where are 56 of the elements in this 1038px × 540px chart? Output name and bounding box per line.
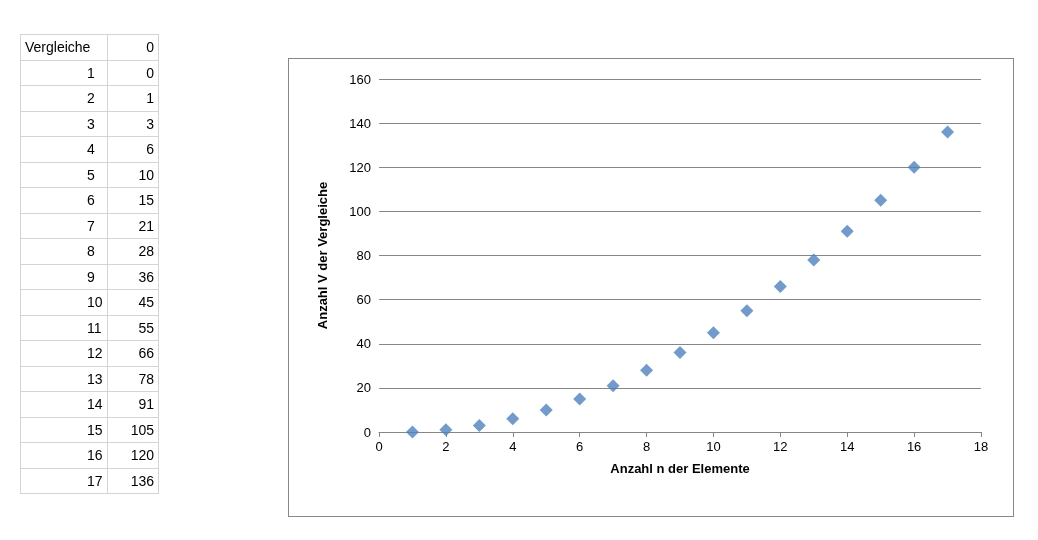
y-tick-label: 100: [349, 203, 371, 219]
y-tick-label: 20: [356, 380, 371, 396]
text: 1 0: [87, 64, 154, 81]
text: 10 45: [87, 294, 154, 311]
point: [606, 379, 620, 393]
text: 6 15: [87, 192, 154, 209]
text: 9 36: [87, 268, 154, 285]
point: [506, 412, 520, 426]
y-tick-label: 0: [363, 424, 371, 440]
text: 14 91: [87, 396, 154, 413]
point: [874, 193, 888, 207]
text: 8 28: [87, 243, 154, 260]
text: 7 21: [87, 217, 154, 234]
text: 13 78: [87, 370, 154, 387]
text: 11 55: [87, 319, 154, 336]
text: 3 3: [87, 115, 154, 132]
point: [573, 392, 587, 406]
x-tick-label: 14: [839, 439, 855, 454]
text: 15 105: [87, 421, 154, 438]
text: Vergleiche 0: [25, 39, 154, 56]
text: 16 120: [87, 447, 154, 464]
x-tick-label: 12: [773, 439, 788, 454]
x-tick-label: 6: [576, 439, 584, 454]
point: [539, 403, 553, 417]
point: [706, 326, 720, 340]
y-tick-label: 120: [349, 159, 371, 175]
y-tick-label: 60: [356, 292, 371, 308]
x-axis-title: Anzahl n der Elemente: [610, 461, 750, 476]
point: [840, 224, 854, 238]
x-tick-label: 2: [442, 439, 450, 454]
point: [472, 418, 486, 432]
point: [807, 253, 821, 267]
point: [673, 346, 687, 360]
text: 4 6: [87, 141, 154, 158]
point: [941, 125, 955, 139]
x-tick-label: 4: [509, 439, 517, 454]
y-tick-label: 160: [349, 71, 371, 87]
point: [907, 160, 921, 174]
point: [740, 304, 754, 318]
point: [773, 279, 787, 293]
y-tick-label: 40: [356, 336, 371, 352]
point: [405, 425, 419, 439]
x-tick-label: 18: [973, 439, 989, 454]
text: 17 136: [87, 472, 154, 489]
x-tick-label: 10: [706, 439, 721, 454]
y-axis-title: Anzahl V der Vergleiche: [315, 181, 330, 330]
text: 5 10: [87, 166, 154, 183]
y-tick-label: 80: [356, 248, 371, 263]
text: 2 1: [87, 90, 154, 107]
y-tick-label: 140: [349, 115, 371, 131]
point: [439, 423, 453, 437]
x-tick-label: 16: [906, 439, 922, 454]
point: [640, 363, 654, 377]
text: 12 66: [87, 345, 154, 362]
x-tick-label: 0: [375, 439, 383, 454]
x-tick-label: 8: [642, 439, 651, 454]
